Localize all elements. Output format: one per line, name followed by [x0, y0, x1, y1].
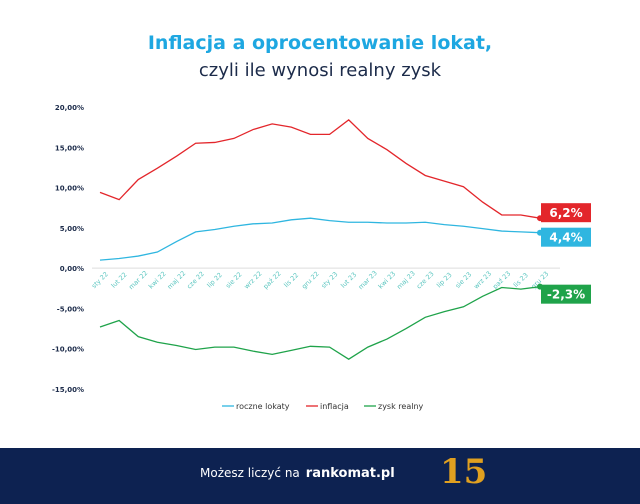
- legend-label: roczne lokaty: [236, 402, 290, 411]
- y-tick-label: 10,00%: [55, 185, 84, 193]
- x-tick-label: cze 22: [185, 270, 206, 291]
- x-tick-label: lis 22: [282, 271, 300, 289]
- y-tick-label: -10,00%: [52, 346, 84, 354]
- x-tick-label: maj 23: [395, 269, 417, 291]
- y-tick-label: 20,00%: [55, 104, 84, 112]
- x-tick-label: sty 23: [320, 270, 340, 290]
- x-tick-label: sie 23: [454, 270, 473, 289]
- y-tick-label: 15,00%: [55, 144, 84, 152]
- chart-title: Inflacja a oprocentowanie lokat,: [147, 32, 493, 54]
- series-line-2: [99, 286, 541, 360]
- x-tick-label: maj 22: [166, 269, 188, 291]
- end-label-box: [541, 203, 591, 223]
- footer: [0, 448, 640, 504]
- line-chart: 20,00% 15,00% 10,00% 5,00% 0,00% -5,00% -10,00…: [52, 104, 591, 411]
- end-label-box: [541, 284, 591, 304]
- footer-slogan: Możesz liczyć na: [200, 466, 300, 480]
- y-tick-label: -5,00%: [57, 305, 84, 313]
- y-tick-label: 5,00%: [60, 225, 84, 233]
- x-tick-label: sie 22: [224, 270, 243, 289]
- y-tick-label: -15,00%: [52, 386, 84, 394]
- x-tick-label: lip 23: [435, 271, 453, 289]
- x-tick-label: paź 22: [262, 270, 283, 291]
- x-tick-label: gru 22: [300, 270, 321, 291]
- y-tick-label: 0,00%: [60, 265, 84, 273]
- x-tick-label: kwi 23: [377, 270, 398, 291]
- end-label: -2,3%: [547, 288, 585, 302]
- chart-subtitle: czyli ile wynosi realny zysk: [198, 60, 442, 81]
- x-tick-label: kwi 22: [147, 270, 168, 291]
- x-tick-label: wrz 22: [243, 270, 264, 291]
- x-tick-label: mar 22: [127, 269, 149, 291]
- legend-label: inflacja: [320, 402, 349, 411]
- x-tick-label: lut 22: [110, 271, 129, 290]
- brand-logo[interactable]: rankomat.pl: [305, 466, 395, 481]
- end-label: 4,4%: [549, 231, 582, 245]
- legend-label: zysk realny: [378, 402, 424, 411]
- x-tick-label: lis 23: [512, 271, 530, 289]
- series-line-1: [99, 119, 541, 219]
- end-label: 6,2%: [549, 206, 582, 220]
- series-line-0: [99, 217, 541, 261]
- footer-text: Możesz liczyć na rankomat.pl: [200, 466, 395, 481]
- x-tick-label: sty 22: [90, 270, 110, 290]
- x-tick-label: wrz 23: [472, 270, 493, 291]
- end-label-box: [541, 227, 591, 247]
- x-tick-label: mar 23: [357, 269, 379, 291]
- x-tick-label: lip 22: [206, 271, 224, 289]
- x-tick-label: lut 23: [339, 271, 358, 290]
- x-tick-label: cze 23: [415, 270, 436, 291]
- anniversary-badge: 15: [440, 452, 488, 492]
